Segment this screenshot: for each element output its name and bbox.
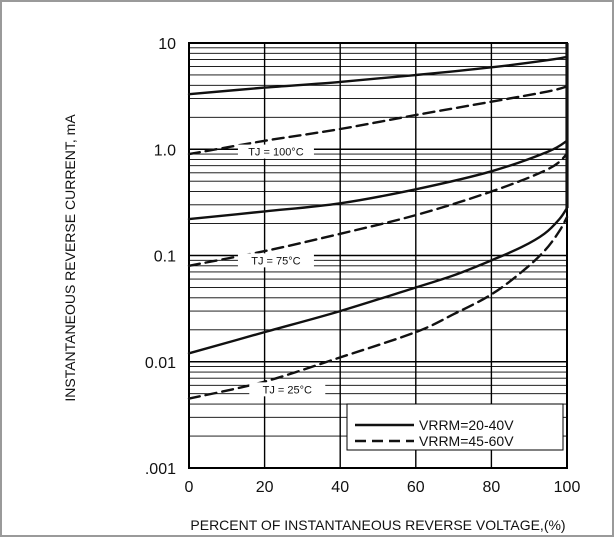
series-line-5: [187, 215, 569, 400]
series-line-4: [187, 206, 569, 355]
tick-labels: 0 20 40 60 80 100 .001 0.01 0.1 1.0 10: [145, 36, 581, 496]
annotations: TJ = 100°C TJ = 75°C TJ = 25°C: [237, 144, 326, 397]
y-tick-label: 0.1: [154, 249, 176, 266]
legend: VRRM=20-40V VRRM=45-60V: [346, 403, 564, 451]
series-line-0: [187, 55, 569, 96]
legend-label-0: VRRM=20-40V: [419, 417, 514, 433]
y-tick-label: 10: [158, 36, 176, 53]
x-tick-label: 60: [407, 479, 425, 496]
plot-border: [188, 42, 568, 469]
annotation-label: TJ = 25°C: [263, 384, 312, 396]
annotation-label: TJ = 75°C: [251, 255, 300, 267]
x-tick-label: 100: [554, 479, 581, 496]
x-axis-label: PERCENT OF INSTANTANEOUS REVERSE VOLTAGE…: [190, 517, 565, 533]
annotation-bg: [237, 144, 314, 159]
x-tick-label: 20: [256, 479, 274, 496]
y-tick-label: .001: [145, 461, 176, 478]
x-tick-label: 40: [331, 479, 349, 496]
annotation-bg: [237, 253, 314, 268]
legend-label-1: VRRM=45-60V: [419, 433, 514, 449]
y-tick-label: 1.0: [154, 142, 176, 159]
x-tick-label: 0: [185, 479, 194, 496]
series-line-2: [187, 139, 569, 221]
x-tick-label: 80: [483, 479, 501, 496]
series-line-3: [187, 152, 569, 267]
series-line-1: [187, 85, 569, 156]
annotation-label: TJ = 100°C: [248, 147, 304, 159]
legend-box: [346, 403, 564, 451]
annotation-bg: [249, 382, 326, 397]
y-tick-label: 0.01: [145, 355, 176, 372]
series-group: [187, 43, 569, 400]
y-axis-label: INSTANTANEOUS REVERSE CURRENT, mA: [62, 114, 78, 402]
